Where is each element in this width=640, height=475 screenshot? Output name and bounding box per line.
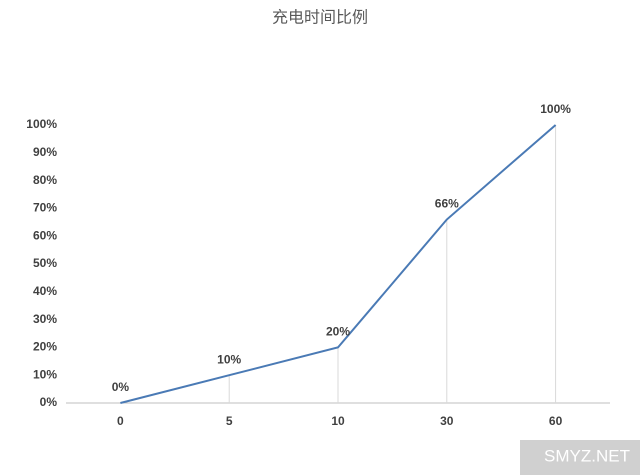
y-tick-label: 60% [33,228,57,242]
y-tick-label: 50% [33,256,57,270]
x-tick-label: 5 [226,414,233,428]
x-tick-label: 0 [117,414,124,428]
x-tick-label: 30 [440,414,454,428]
chart-title: 充电时间比例 [272,8,368,27]
y-tick-label: 90% [33,145,57,159]
x-tick-label: 10 [331,414,345,428]
y-tick-label: 30% [33,312,57,326]
watermark-background [520,440,640,475]
data-label: 20% [326,325,350,339]
watermark: SMYZ.NET [544,446,630,465]
y-tick-label: 0% [40,395,58,409]
x-tick-label: 60 [549,414,563,428]
data-label: 66% [435,197,459,211]
y-tick-label: 20% [33,340,57,354]
y-tick-label: 80% [33,173,57,187]
y-tick-label: 40% [33,284,57,298]
line-series [120,124,557,404]
data-label: 0% [112,380,130,394]
y-tick-label: 10% [33,367,57,381]
y-tick-label: 70% [33,201,57,215]
y-tick-label: 100% [26,117,57,131]
data-label: 100% [540,102,571,116]
data-label: 10% [217,352,241,366]
